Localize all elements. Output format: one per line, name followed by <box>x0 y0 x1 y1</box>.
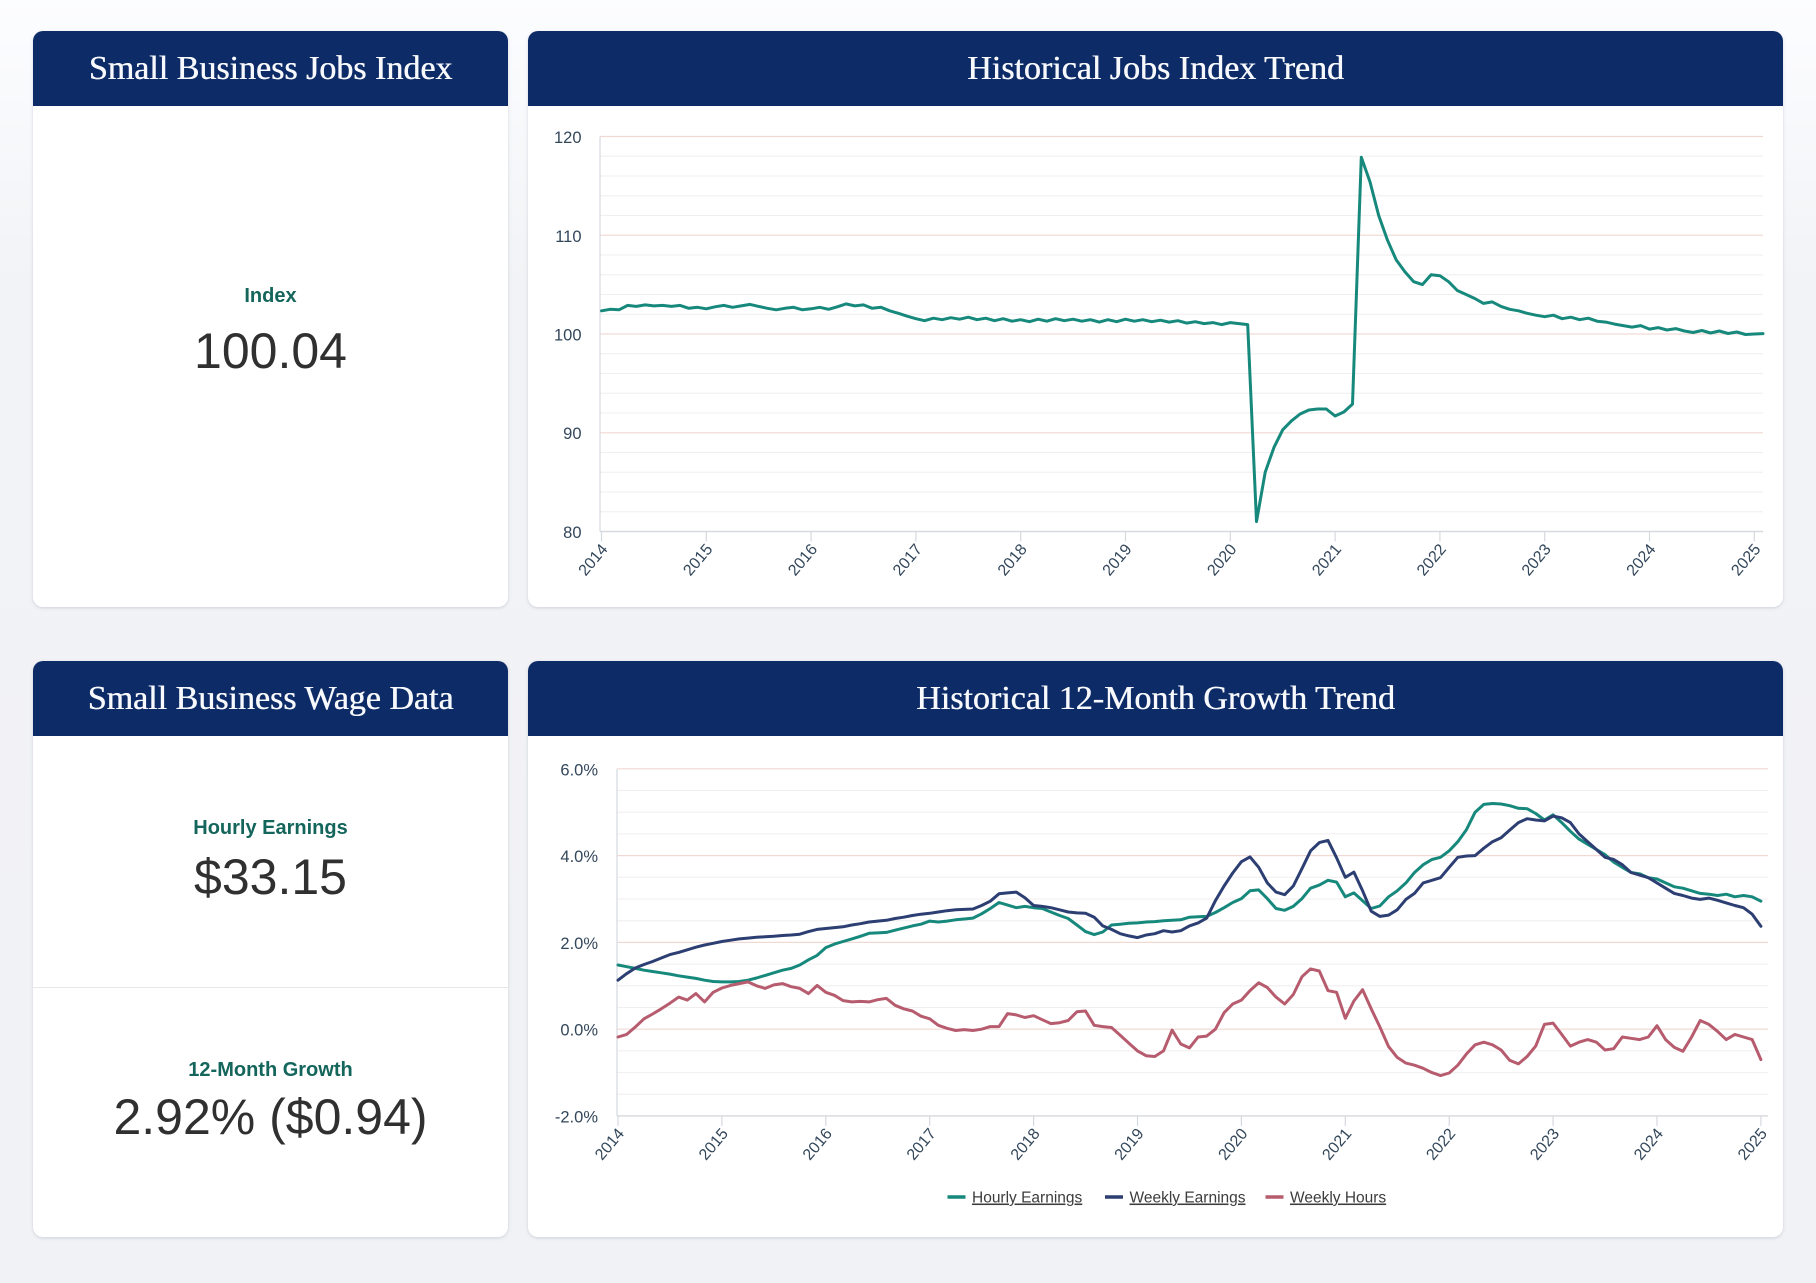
svg-text:80: 80 <box>563 524 581 542</box>
svg-text:2017: 2017 <box>904 1125 940 1163</box>
svg-text:Hourly Earnings: Hourly Earnings <box>972 1190 1083 1207</box>
svg-text:2017: 2017 <box>890 541 926 579</box>
svg-text:2018: 2018 <box>995 541 1031 579</box>
svg-text:100: 100 <box>554 327 582 345</box>
svg-text:4.0%: 4.0% <box>560 848 598 866</box>
svg-text:2025: 2025 <box>1728 541 1764 579</box>
svg-text:2021: 2021 <box>1319 1125 1355 1163</box>
svg-text:90: 90 <box>563 425 581 443</box>
svg-text:2.0%: 2.0% <box>560 935 598 953</box>
svg-text:2024: 2024 <box>1624 541 1660 579</box>
svg-text:2020: 2020 <box>1204 541 1240 579</box>
svg-text:2019: 2019 <box>1112 1125 1148 1163</box>
svg-text:120: 120 <box>554 129 582 147</box>
svg-text:2018: 2018 <box>1008 1125 1044 1163</box>
svg-text:2019: 2019 <box>1100 541 1136 579</box>
svg-text:2023: 2023 <box>1527 1125 1563 1163</box>
svg-text:Weekly Hours: Weekly Hours <box>1290 1190 1386 1207</box>
svg-text:2023: 2023 <box>1519 541 1555 579</box>
svg-text:0.0%: 0.0% <box>560 1022 598 1040</box>
svg-text:2024: 2024 <box>1631 1125 1667 1163</box>
svg-text:Weekly Earnings: Weekly Earnings <box>1130 1190 1246 1207</box>
svg-text:2022: 2022 <box>1423 1125 1459 1163</box>
svg-text:2022: 2022 <box>1414 541 1450 579</box>
svg-text:110: 110 <box>555 228 581 246</box>
svg-text:2016: 2016 <box>800 1125 836 1163</box>
svg-text:2015: 2015 <box>696 1125 732 1163</box>
svg-text:6.0%: 6.0% <box>560 761 598 779</box>
svg-text:-2.0%: -2.0% <box>555 1109 598 1127</box>
svg-text:2016: 2016 <box>785 541 821 579</box>
svg-text:2025: 2025 <box>1735 1125 1771 1163</box>
svg-text:2014: 2014 <box>592 1125 628 1163</box>
svg-text:2015: 2015 <box>680 541 716 579</box>
svg-text:2021: 2021 <box>1309 541 1345 579</box>
svg-text:2020: 2020 <box>1216 1125 1252 1163</box>
svg-text:2014: 2014 <box>576 541 612 579</box>
